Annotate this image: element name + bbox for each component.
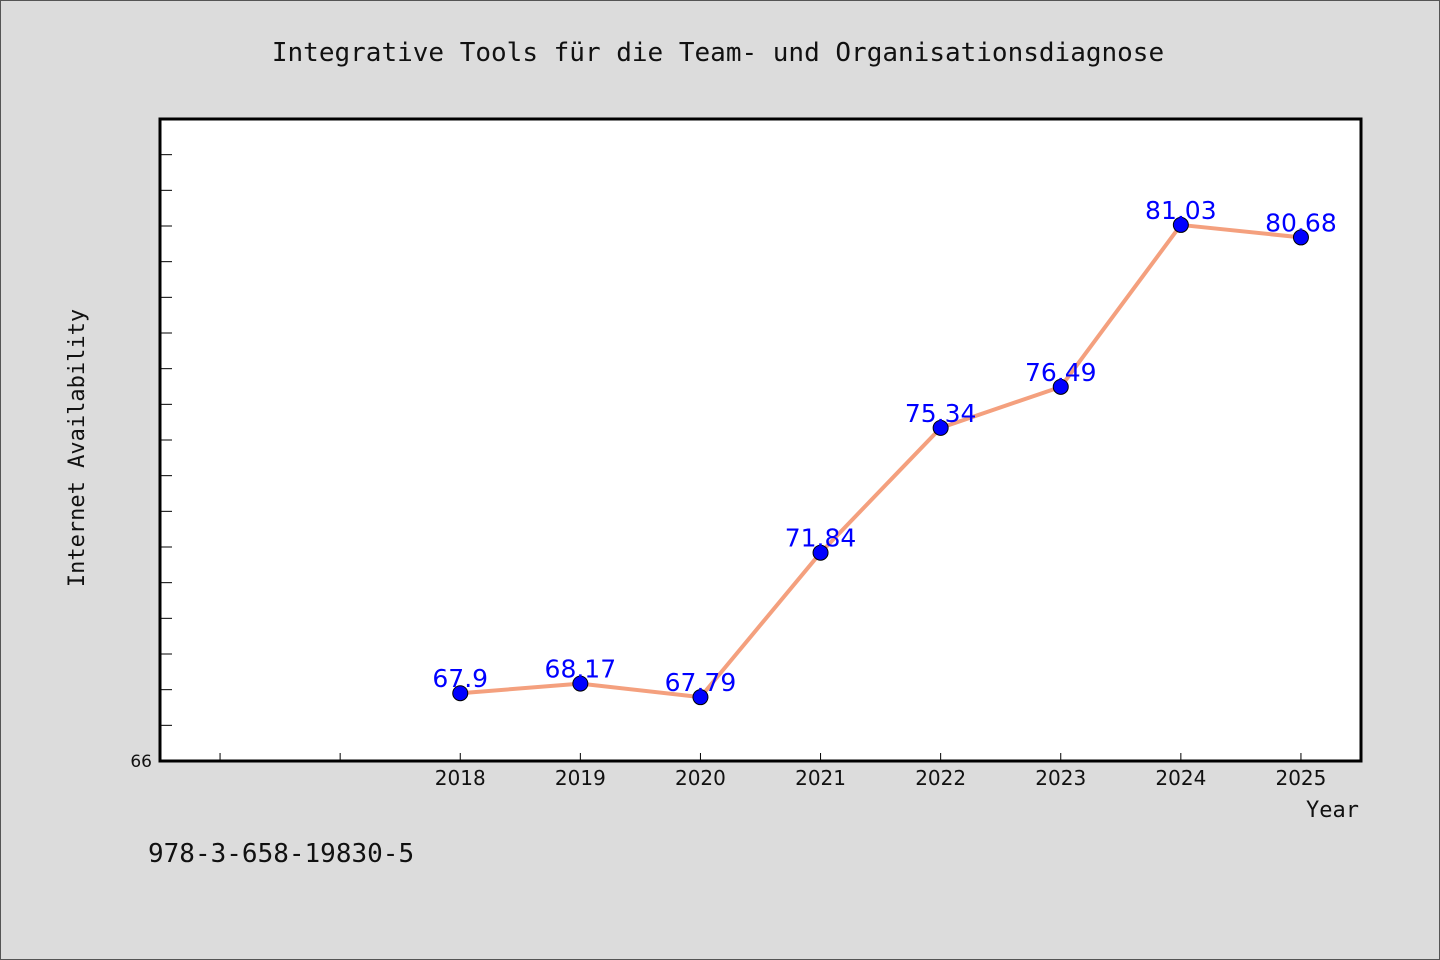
x-tick-label: 2021 [795,766,846,790]
x-tick-label: 2019 [555,766,606,790]
x-tick-label: 2018 [435,766,486,790]
series-line [460,222,1302,700]
data-label: 71.84 [785,524,857,553]
data-label: 68.17 [545,655,617,684]
plot-area [158,117,1363,763]
data-label: 75.34 [905,399,977,428]
y-axis-ticks: 66 [130,154,172,772]
data-label: 81.03 [1145,196,1217,225]
data-point [1292,229,1309,246]
x-tick-label: 2023 [1035,766,1086,790]
x-axis-ticks: 2018 2019 2020 2021 2022 2023 2024 2025 [219,753,1326,790]
data-point [572,675,589,692]
x-tick-label: 2020 [675,766,726,790]
x-tick-label: 2024 [1155,766,1206,790]
data-label: 67.9 [432,664,488,693]
y-tick-label: 66 [130,752,152,772]
data-point [812,544,829,561]
series-layer [452,216,1309,706]
y-axis-label: Internet Availability [65,309,90,587]
x-tick-label: 2022 [915,766,966,790]
x-axis-label: Year [1306,798,1359,823]
data-point [692,689,709,706]
isbn-caption: 978-3-658-19830-5 [148,839,414,869]
data-point [1052,378,1069,395]
x-tick-label: 2025 [1275,766,1326,790]
data-point [452,685,469,702]
data-label: 80.68 [1265,208,1337,237]
data-point [932,419,949,436]
chart-title: Integrative Tools für die Team- und Orga… [272,38,1164,68]
data-point [1172,216,1189,233]
data-labels: 67.9 68.17 67.79 71.84 75.34 76.49 81.03 80.68 [432,196,1336,697]
data-label: 67.79 [665,668,737,697]
data-label: 76.49 [1025,358,1097,387]
